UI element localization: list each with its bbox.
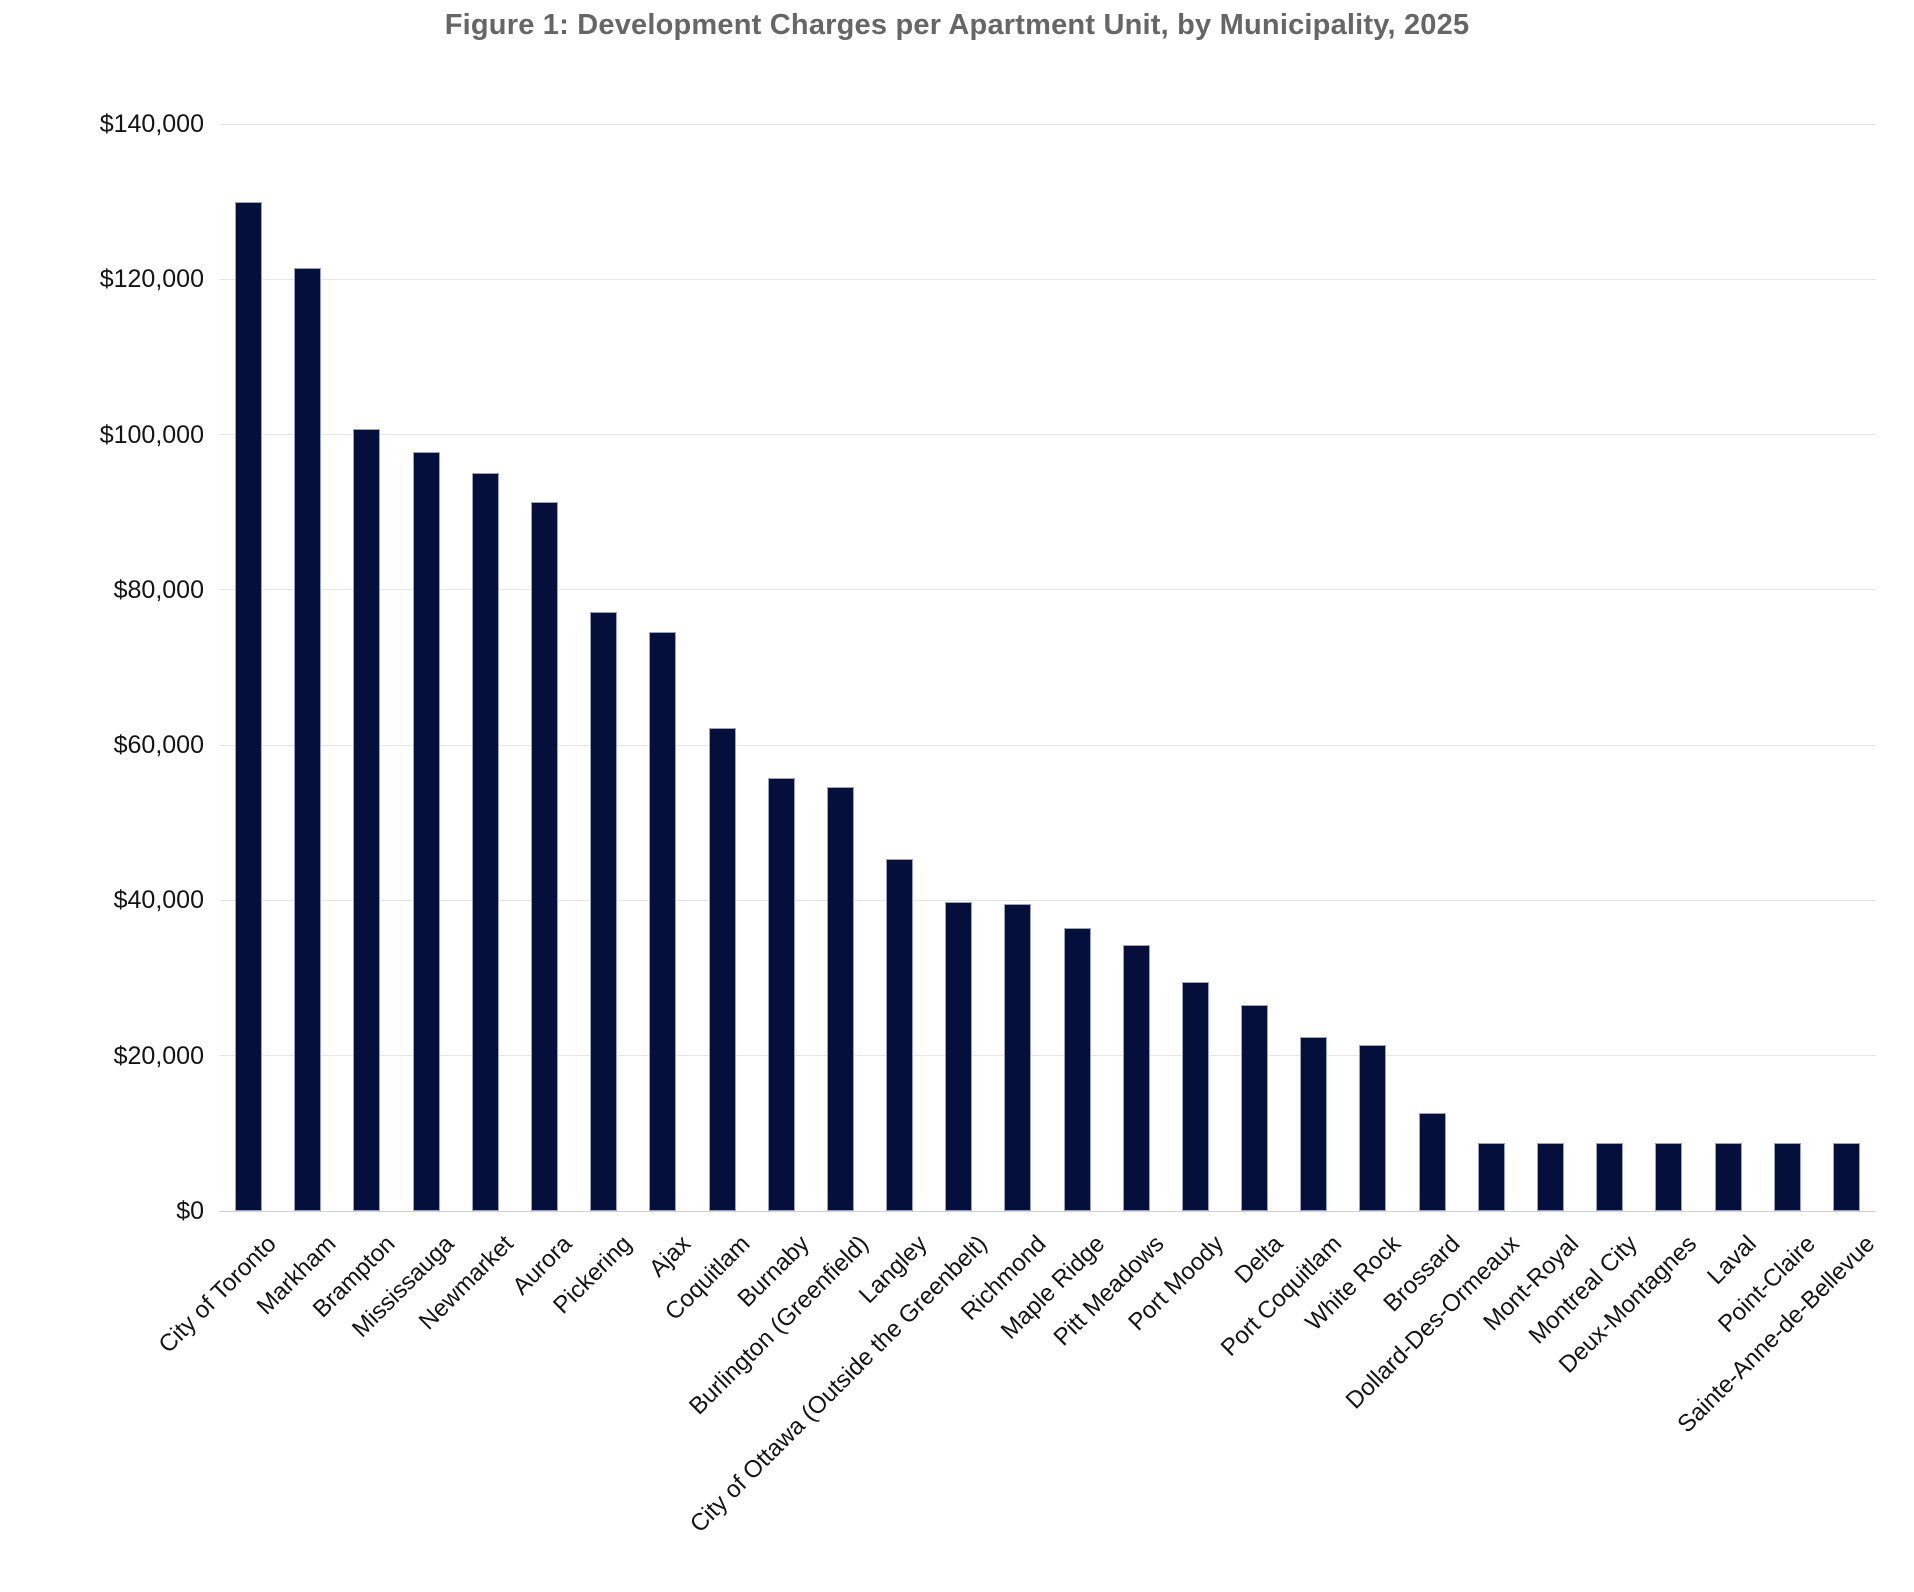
bar-montreal-city [1596, 1143, 1624, 1211]
gridline [219, 744, 1876, 746]
gridline [219, 589, 1876, 591]
bar-port-moody [1181, 981, 1209, 1211]
gridline [219, 434, 1876, 436]
bar-deux-montagnes [1655, 1143, 1683, 1211]
bar-newmarket [471, 473, 499, 1211]
gridline [219, 278, 1876, 280]
bar-ajax [649, 631, 677, 1211]
bar-brampton [353, 429, 381, 1211]
gridline [219, 899, 1876, 901]
y-axis-tick-label: $20,000 [113, 1041, 204, 1070]
bar-mont-royal [1537, 1143, 1565, 1211]
bar-mississauga [412, 452, 440, 1211]
bar-port-coquitlam [1300, 1037, 1328, 1211]
bar-burlington-greenfield [826, 787, 854, 1211]
bar-sainte-anne-de-bellevue [1832, 1143, 1860, 1211]
bar-city-of-toronto [235, 201, 263, 1211]
bar-point-claire [1773, 1143, 1801, 1211]
bar-aurora [530, 502, 558, 1211]
y-axis-tick-label: $60,000 [113, 731, 204, 760]
bar-brossard [1418, 1113, 1446, 1211]
y-axis-tick-label: $120,000 [99, 265, 204, 294]
bar-pitt-meadows [1122, 945, 1150, 1211]
bar-maple-ridge [1063, 928, 1091, 1211]
x-axis-baseline [219, 1210, 1876, 1212]
gridline [219, 123, 1876, 125]
bar-coquitlam [708, 728, 736, 1211]
y-axis-tick-label: $0 [176, 1197, 204, 1225]
bar-richmond [1004, 904, 1032, 1211]
bar-markham [294, 268, 322, 1211]
bar-laval [1714, 1143, 1742, 1211]
y-axis-tick-label: $140,000 [99, 110, 204, 138]
x-axis-category-label-ajax: Ajax [644, 1230, 697, 1283]
bar-white-rock [1359, 1044, 1387, 1211]
y-axis-tick-label: $100,000 [99, 420, 204, 449]
chart-title: Figure 1: Development Charges per Apartm… [444, 9, 1470, 41]
gridline [219, 1055, 1876, 1057]
bar-delta [1241, 1005, 1269, 1211]
bar-pickering [590, 612, 618, 1211]
bar-langley [886, 859, 914, 1211]
y-axis-tick-label: $80,000 [113, 575, 204, 604]
bar-dollard-des-ormeaux [1477, 1143, 1505, 1211]
bar-city-of-ottawa-outside-the-greenbelt [945, 901, 973, 1211]
y-axis-tick-label: $40,000 [113, 886, 204, 915]
bar-burnaby [767, 777, 795, 1211]
